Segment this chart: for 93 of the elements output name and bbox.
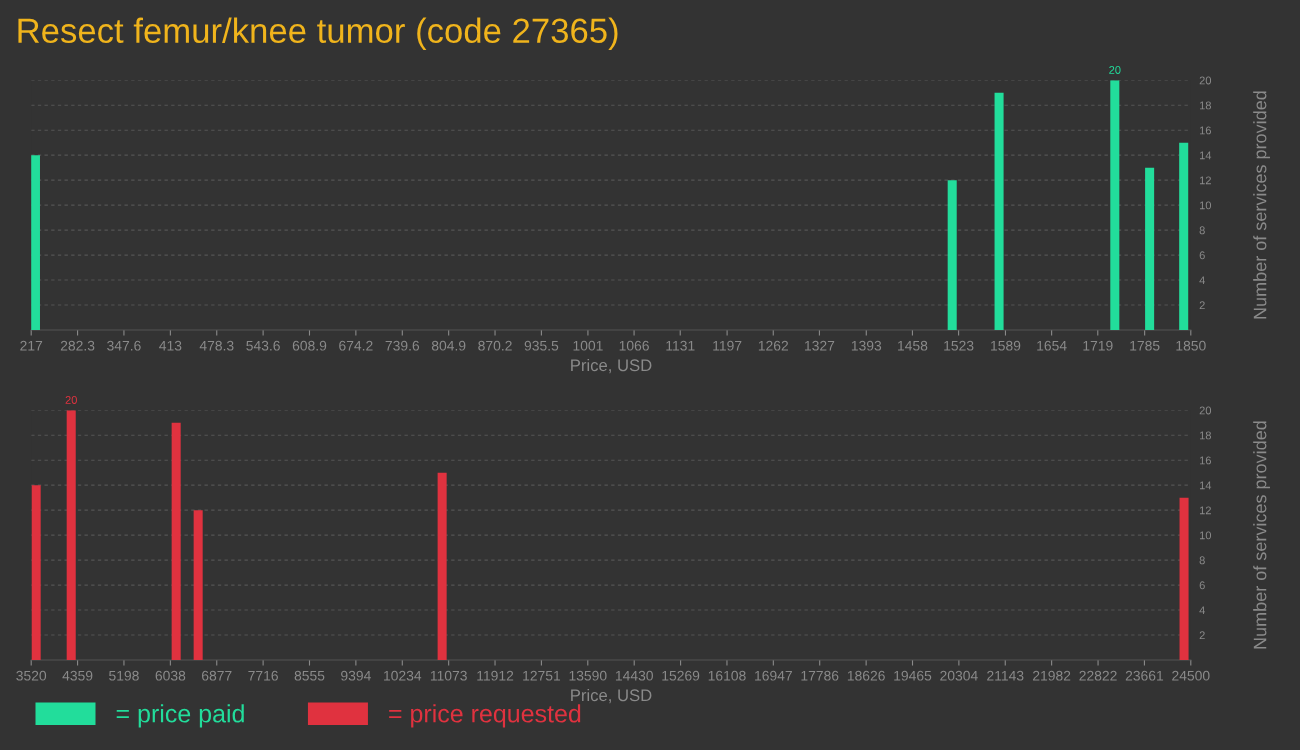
x-tick-label: 478.3	[199, 340, 234, 351]
x-tick-label: 739.6	[385, 340, 420, 351]
legend-label: = price paid	[116, 704, 244, 728]
x-tick-label: 1393	[851, 340, 882, 351]
x-tick-label: 1458	[898, 340, 928, 351]
x-tick-label: 20304	[940, 670, 978, 681]
y-tick-label: 16	[1199, 456, 1211, 465]
y-tick-label: 16	[1199, 126, 1211, 135]
x-tick-label: 6877	[202, 670, 232, 681]
x-tick-label: 15269	[662, 670, 700, 681]
legend-label: = price requested	[389, 704, 581, 728]
x-tick-label: 13590	[569, 670, 607, 681]
x-tick-label: 870.2	[478, 340, 512, 351]
x-tick-label: 1197	[713, 340, 742, 351]
bar	[193, 510, 203, 660]
x-tick-label: 11073	[430, 670, 467, 681]
x-tick-label: 1850	[1176, 340, 1206, 351]
chart-title: Resect femur/knee tumor (code 27365)	[18, 17, 618, 50]
x-tick-label: 10234	[384, 670, 422, 681]
y-tick-label: 2	[1199, 301, 1205, 310]
bar	[1179, 497, 1189, 660]
x-tick-label: 1523	[944, 340, 974, 351]
y-tick-label: 8	[1199, 226, 1205, 235]
y-tick-label: 20	[1199, 76, 1212, 85]
x-tick-label: 282.3	[60, 340, 95, 351]
x-tick-label: 1262	[758, 340, 789, 351]
x-tick-label: 543.6	[246, 340, 280, 351]
y-tick-label: 14	[1199, 151, 1212, 160]
x-tick-label: 4359	[62, 670, 93, 681]
bar	[1110, 80, 1120, 330]
x-tick-label: 935.5	[524, 340, 559, 351]
x-tick-label: 7716	[248, 670, 278, 681]
x-tick-label: 11912	[477, 670, 514, 681]
bar	[1145, 167, 1155, 330]
x-tick-label: 804.9	[431, 340, 466, 351]
x-axis-title: Price, USD	[571, 358, 652, 374]
y-tick-label: 10	[1199, 201, 1212, 210]
bar	[31, 155, 40, 330]
x-tick-label: 1719	[1083, 340, 1113, 351]
data-label: 20	[1109, 66, 1121, 74]
x-axis-title: Price, USD	[571, 688, 652, 704]
x-tick-label: 1589	[991, 340, 1021, 351]
x-tick-label: 347.6	[107, 340, 141, 351]
y-tick-label: 6	[1199, 581, 1205, 590]
x-tick-label: 21982	[1033, 670, 1071, 681]
y-tick-label: 14	[1199, 481, 1212, 490]
y-axis-title: Number of services provided	[1253, 91, 1270, 319]
x-tick-label: 16947	[755, 670, 792, 681]
x-tick-label: 217	[20, 340, 43, 351]
x-tick-label: 21143	[987, 670, 1024, 681]
bar	[994, 92, 1004, 330]
x-tick-label: 1785	[1130, 340, 1160, 351]
x-tick-label: 608.9	[292, 340, 327, 351]
y-tick-label: 6	[1199, 251, 1205, 260]
x-tick-label: 17786	[801, 670, 839, 681]
bar	[171, 422, 181, 660]
bar	[947, 180, 957, 330]
x-tick-label: 1131	[666, 340, 695, 351]
x-tick-label: 1001	[573, 340, 603, 351]
data-label: 20	[65, 396, 77, 404]
x-tick-label: 12751	[523, 670, 561, 681]
y-tick-label: 10	[1199, 531, 1212, 540]
bar	[66, 410, 76, 660]
x-tick-label: 413	[159, 340, 182, 351]
x-tick-label: 1654	[1037, 340, 1067, 351]
x-tick-label: 1327	[805, 340, 835, 351]
y-tick-label: 20	[1199, 406, 1212, 415]
y-tick-label: 18	[1199, 101, 1212, 110]
y-tick-label: 4	[1199, 276, 1205, 285]
bar	[31, 485, 41, 660]
x-tick-label: 5198	[109, 670, 139, 681]
y-tick-label: 4	[1199, 606, 1205, 615]
y-tick-label: 2	[1199, 631, 1205, 640]
x-tick-label: 6038	[155, 670, 186, 681]
x-tick-label: 674.2	[339, 340, 373, 351]
x-tick-label: 3520	[16, 670, 47, 681]
x-tick-label: 16108	[708, 670, 746, 681]
x-tick-label: 22822	[1079, 670, 1117, 681]
x-tick-label: 19465	[894, 670, 932, 681]
x-tick-label: 23661	[1125, 670, 1164, 681]
y-tick-label: 18	[1199, 431, 1212, 440]
bar	[1179, 142, 1189, 330]
x-tick-label: 24500	[1172, 670, 1210, 681]
bar	[437, 472, 447, 660]
y-tick-label: 12	[1199, 176, 1211, 185]
x-tick-label: 9394	[341, 670, 371, 681]
y-tick-label: 8	[1199, 556, 1205, 565]
x-tick-label: 1066	[619, 340, 649, 351]
y-tick-label: 12	[1199, 506, 1211, 515]
y-axis-title: Number of services provided	[1253, 421, 1270, 649]
x-tick-label: 14430	[615, 670, 653, 681]
x-tick-label: 8555	[294, 670, 325, 681]
x-tick-label: 18626	[847, 670, 885, 681]
